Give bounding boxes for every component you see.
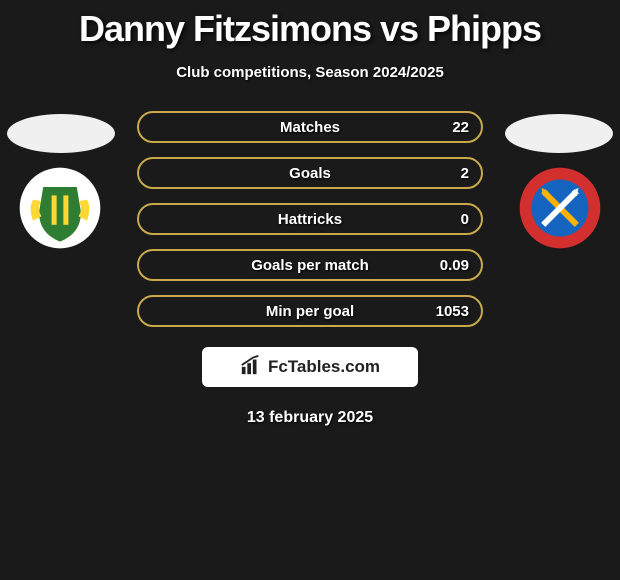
stat-label: Goals per match — [139, 257, 481, 274]
stat-row-goals: Goals 2 — [137, 157, 483, 189]
stat-label: Goals — [139, 165, 481, 182]
stat-row-hattricks: Hattricks 0 — [137, 203, 483, 235]
stat-right-value: 22 — [452, 119, 469, 136]
stat-right-value: 0 — [461, 211, 469, 228]
comparison-subtitle: Club competitions, Season 2024/2025 — [0, 64, 620, 81]
stat-right-value: 2 — [461, 165, 469, 182]
stat-row-min-per-goal: Min per goal 1053 — [137, 295, 483, 327]
stat-row-goals-per-match: Goals per match 0.09 — [137, 249, 483, 281]
branding-text: FcTables.com — [268, 357, 380, 377]
club-crest-left — [18, 166, 102, 250]
stat-label: Matches — [139, 119, 481, 136]
stat-label: Min per goal — [139, 303, 481, 320]
comparison-date: 13 february 2025 — [0, 409, 620, 427]
bar-chart-icon — [240, 354, 262, 381]
stat-label: Hattricks — [139, 211, 481, 228]
comparison-title: Danny Fitzsimons vs Phipps — [0, 0, 620, 50]
player-avatar-right — [502, 111, 616, 156]
comparison-content: Matches 22 Goals 2 Hattricks 0 Goals per… — [0, 111, 620, 427]
branding-badge[interactable]: FcTables.com — [202, 347, 418, 387]
stat-right-value: 1053 — [436, 303, 469, 320]
stat-row-matches: Matches 22 — [137, 111, 483, 143]
stat-right-value: 0.09 — [440, 257, 469, 274]
player-avatar-left — [4, 111, 118, 156]
club-crest-right — [518, 166, 602, 250]
stats-list: Matches 22 Goals 2 Hattricks 0 Goals per… — [137, 111, 483, 327]
